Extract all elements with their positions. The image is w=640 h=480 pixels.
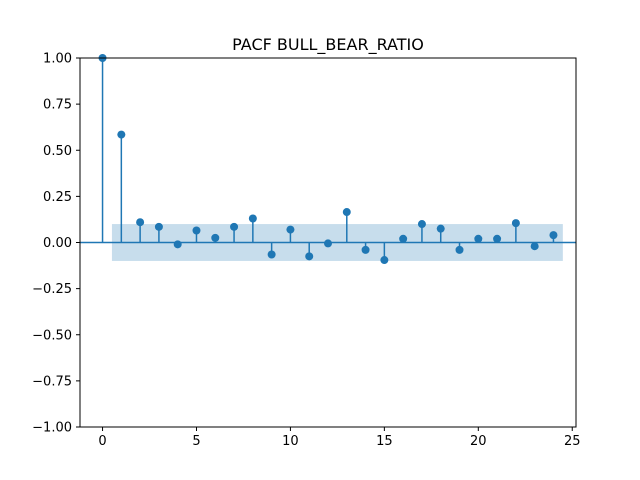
stem-marker [286,225,295,234]
stem-marker [211,233,220,242]
stem-marker [117,130,126,139]
stem-marker [248,214,257,223]
stem-marker [324,239,332,248]
stem-marker [549,231,558,240]
plot-area: 0 5 10 15 20 25 −1.00 −0.75 −0.50 −0.25 0.00 0.25 0.… [32,52,580,450]
stem-marker [267,250,276,259]
stem-marker [361,245,370,254]
y-tick-label: −0.50 [32,328,72,343]
y-tick-label: 0.25 [43,190,72,205]
stem-marker [417,220,426,229]
y-tick-label: 0.50 [43,144,72,159]
stem-marker [192,226,201,235]
y-tick-label: −1.00 [32,421,72,436]
y-tick-label: 0.75 [43,98,72,113]
stem-marker [511,219,520,228]
y-tick-label: 1.00 [43,52,72,67]
stem-marker [342,208,351,217]
stem-marker [455,245,464,254]
stem-marker [493,234,502,243]
stem-marker [399,234,408,243]
y-tick-label: −0.75 [32,374,72,389]
x-tick-label: 5 [192,434,200,449]
stem-marker [230,222,239,231]
x-tick-label: 10 [282,434,299,449]
stem-marker [154,222,163,231]
stem-marker [436,224,445,233]
stem-marker [380,256,389,265]
stem-marker [173,240,182,249]
stem-marker [474,234,483,243]
y-tick-label: −0.25 [32,282,72,297]
chart-title: PACF BULL_BEAR_RATIO [232,35,424,55]
stem-marker [530,242,539,251]
y-tick-label: 0.00 [43,236,72,251]
stem-marker [136,218,145,227]
x-tick-label: 20 [470,434,487,449]
stem-marker [305,252,314,261]
x-tick-label: 0 [98,434,106,449]
x-tick-label: 15 [376,434,393,449]
x-tick-label: 25 [564,434,581,449]
